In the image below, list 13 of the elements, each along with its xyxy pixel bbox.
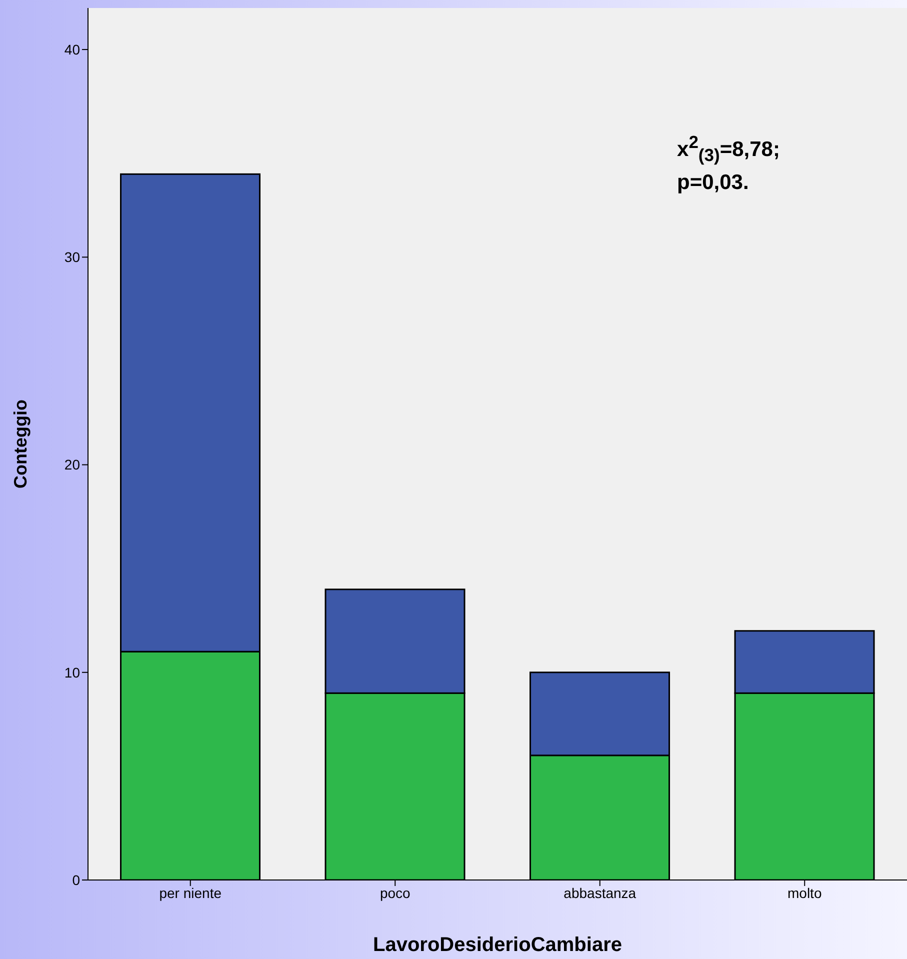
y-tick-label: 30 — [64, 249, 80, 266]
x-tick-label: abbastanza — [564, 884, 636, 901]
annotation: p=0,03. — [677, 170, 750, 196]
annotation: x$^{2}$$_{(3)}$=8,78; — [677, 131, 780, 168]
y-tick-label: 40 — [64, 41, 80, 58]
y-tick-label: 0 — [72, 872, 80, 888]
x-axis-title: LavoroDesiderioCambiare — [373, 934, 622, 956]
x-tick-label: molto — [788, 884, 822, 901]
y-axis-title: Conteggio — [10, 400, 30, 488]
y-tick-label: 20 — [64, 456, 80, 473]
x-tick-label: poco — [380, 884, 411, 901]
y-tick-label: 10 — [64, 664, 80, 680]
x-tick-label: per niente — [159, 884, 222, 901]
